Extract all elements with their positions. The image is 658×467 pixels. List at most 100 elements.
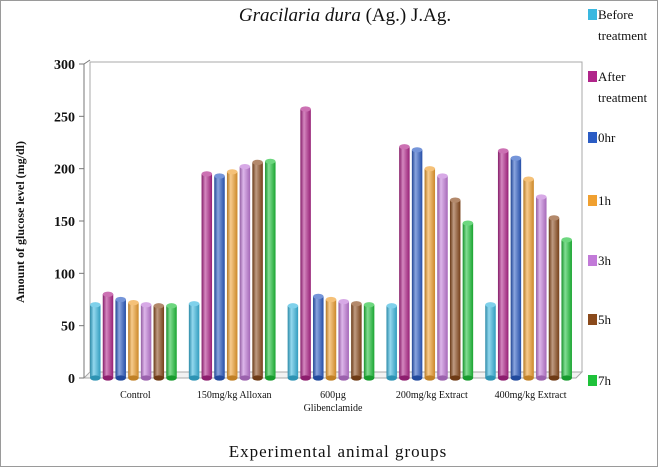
bar-top-cap [325, 296, 337, 303]
bar-top-cap [166, 303, 177, 309]
bar-base-cap [536, 375, 547, 381]
x-axis-title: Experimental animal groups [229, 442, 448, 461]
bar-body [510, 158, 522, 378]
bar-base-cap [153, 375, 165, 381]
bar: 1h: 197 [226, 169, 238, 381]
y-tick-label: 50 [61, 320, 75, 335]
bar-body [424, 168, 436, 378]
bar-base-cap [561, 375, 572, 381]
bar-body [497, 150, 509, 378]
bar-body [90, 304, 101, 378]
bar-body [437, 175, 448, 378]
legend-swatch [588, 71, 597, 82]
bar-base-cap [399, 375, 410, 381]
chart-title: Gracilaria dura (Ag.) J.Ag. [239, 5, 451, 26]
bar-top-cap [386, 303, 397, 309]
legend-swatch [588, 375, 597, 386]
bar: 0hr: 218 [411, 147, 423, 381]
bar-body [485, 304, 496, 378]
bar: 3h: 73 [338, 298, 349, 381]
bar-body [351, 303, 362, 378]
bar-body [214, 175, 225, 378]
legend-swatch [588, 255, 597, 266]
x-category-label: Control [120, 390, 151, 401]
bar-body [115, 299, 126, 378]
legend-label: treatment [598, 90, 647, 105]
bar-base-cap [510, 375, 522, 381]
bar-base-cap [523, 375, 534, 381]
bar-top-cap [351, 301, 362, 307]
bar-base-cap [226, 375, 238, 381]
bar-base-cap [351, 375, 362, 381]
bar-top-cap [561, 237, 572, 243]
y-tick-label: 250 [54, 110, 75, 125]
bar-base-cap [102, 375, 114, 381]
bar-base-cap [462, 375, 474, 381]
bar-base-cap [363, 375, 375, 381]
bar-base-cap [166, 375, 177, 381]
bar-body [226, 171, 238, 378]
bar: 3h: 193 [437, 173, 448, 381]
legend-swatch [588, 314, 597, 325]
bar: 0hr: 193 [214, 173, 225, 381]
bar-base-cap [437, 375, 448, 381]
bar: 0hr: 210 [510, 155, 522, 381]
bar-base-cap [424, 375, 436, 381]
bar-base-cap [287, 375, 299, 381]
legend-item: 3h [588, 253, 612, 268]
bar-top-cap [399, 144, 410, 150]
bar-top-cap [437, 173, 448, 179]
bar-top-cap [548, 215, 560, 221]
bar-base-cap [214, 375, 225, 381]
bar-top-cap [462, 220, 474, 226]
bar: After treatment: 80 [102, 291, 114, 381]
y-tick-label: 200 [54, 163, 75, 178]
bar-body [449, 200, 461, 378]
legend-item: 5h [588, 312, 612, 327]
bar-body [523, 179, 534, 378]
bar: 1h: 72 [128, 300, 139, 381]
bar-body [166, 305, 177, 378]
bar-top-cap [214, 173, 225, 179]
bar-top-cap [536, 194, 547, 200]
x-category-label: 600µg [320, 390, 346, 401]
legend-swatch [588, 195, 597, 206]
legend-label: 1h [598, 193, 612, 208]
bar-top-cap [411, 147, 423, 153]
x-category-label: 150mg/kg Alloxan [197, 390, 272, 401]
bar: 1h: 190 [523, 176, 534, 381]
y-tick-label: 0 [68, 372, 75, 387]
bar-top-cap [115, 296, 126, 303]
bar-body [128, 302, 139, 378]
bar-top-cap [485, 302, 496, 308]
bar: 7h: 70 [363, 302, 375, 381]
legend-label: 3h [598, 253, 612, 268]
bar-base-cap [338, 375, 349, 381]
bar-top-cap [523, 176, 534, 182]
x-category-label: 200mg/kg Extract [396, 390, 468, 401]
legend-label: 5h [598, 312, 612, 327]
bar: 7h: 132 [561, 237, 572, 381]
legend-swatch [588, 132, 597, 143]
legend-label: treatment [598, 28, 647, 43]
legend-item: 1h [588, 193, 612, 208]
legend-swatch [588, 9, 597, 20]
bar-top-cap [265, 158, 276, 164]
bar-body [363, 304, 375, 378]
bar-body [313, 296, 324, 378]
bar-top-cap [497, 148, 509, 154]
y-tick-label: 300 [54, 58, 75, 73]
bar-top-cap [449, 197, 461, 203]
legend-label: After [598, 69, 626, 84]
bar: 5h: 69 [153, 303, 165, 381]
bar: 7h: 69 [166, 303, 177, 381]
legend-label: Before [598, 7, 634, 22]
bar-body [536, 196, 547, 378]
bar-top-cap [239, 163, 251, 170]
bar-top-cap [153, 303, 165, 309]
bar: 0hr: 75 [115, 296, 126, 381]
bar-top-cap [102, 291, 114, 297]
bar-top-cap [338, 298, 349, 305]
bar-body [265, 161, 276, 378]
